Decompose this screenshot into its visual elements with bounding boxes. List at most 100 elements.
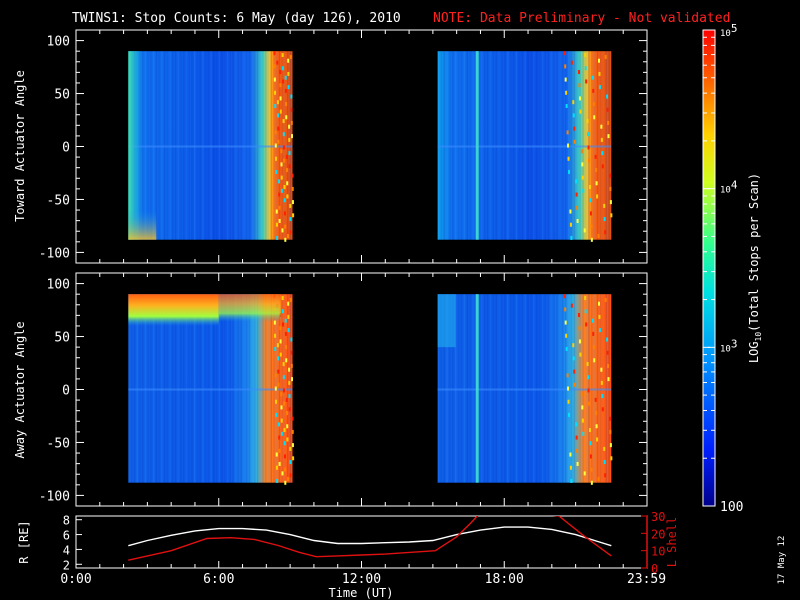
heatmap-stripe bbox=[248, 51, 251, 240]
heatmap-stripe bbox=[232, 294, 234, 483]
heatmap-stripe bbox=[507, 51, 509, 240]
heatmap-stripe bbox=[579, 51, 581, 240]
heatmap-speckle bbox=[607, 363, 610, 368]
heatmap-speckle bbox=[283, 211, 286, 216]
heatmap-stripe bbox=[472, 51, 474, 240]
heatmap-speckle bbox=[277, 382, 280, 387]
heatmap-vertical-streak bbox=[475, 51, 479, 240]
heatmap-speckle bbox=[587, 145, 590, 150]
heatmap-speckle bbox=[282, 388, 285, 393]
heatmap-speckle bbox=[280, 392, 283, 397]
heatmap-stripe bbox=[142, 294, 144, 483]
heatmap-speckle bbox=[572, 100, 575, 105]
heatmap-stripe bbox=[504, 294, 506, 483]
heatmap-speckle bbox=[276, 100, 279, 105]
heatmap-speckle bbox=[275, 452, 278, 457]
heatmap-speckle bbox=[609, 429, 612, 434]
heatmap-speckle bbox=[281, 471, 284, 476]
heatmap-speckle bbox=[287, 314, 290, 319]
xtick-label: 23:59 bbox=[627, 572, 666, 587]
heatmap-speckle bbox=[287, 301, 290, 306]
heatmap-stripe bbox=[270, 294, 272, 483]
heatmap-stripe bbox=[136, 294, 138, 483]
heatmap-speckle bbox=[606, 350, 609, 355]
heatmap-stripe bbox=[188, 51, 190, 240]
heatmap-speckle bbox=[284, 480, 287, 485]
heatmap-speckle bbox=[608, 416, 611, 421]
heatmap-stripe bbox=[582, 51, 584, 240]
heatmap-speckle bbox=[573, 382, 576, 387]
heatmap-speckle bbox=[603, 203, 606, 208]
heatmap-speckle bbox=[273, 320, 276, 325]
heatmap-speckle bbox=[607, 377, 610, 382]
heatmap-stripe bbox=[150, 294, 152, 483]
heatmap-speckle bbox=[580, 149, 583, 154]
heatmap-speckle bbox=[284, 237, 287, 242]
heatmap-speckle bbox=[273, 77, 276, 82]
heatmap-stripe bbox=[553, 51, 555, 240]
heatmap-speckle bbox=[595, 424, 598, 429]
heatmap-speckle bbox=[567, 386, 570, 391]
heatmap-speckle bbox=[283, 441, 286, 446]
toward-axes: -100 -50 0 50 100 bbox=[39, 30, 647, 263]
heatmap-speckle bbox=[588, 428, 591, 433]
heatmap-speckle bbox=[584, 296, 587, 301]
heatmap-speckle bbox=[276, 235, 279, 240]
heatmap-stripe bbox=[174, 51, 177, 240]
heatmap-stripe bbox=[180, 294, 182, 483]
heatmap-stripe bbox=[527, 294, 529, 483]
heatmap-speckle bbox=[566, 373, 569, 378]
heatmap-stripe bbox=[229, 294, 231, 483]
heatmap-speckle bbox=[280, 431, 283, 436]
orbit-ytick-right-label: 20 bbox=[651, 527, 665, 541]
heatmap-speckle bbox=[286, 424, 289, 429]
heatmap-speckle bbox=[583, 471, 586, 476]
heatmap-speckle bbox=[285, 358, 288, 363]
heatmap-stripe bbox=[585, 294, 587, 483]
heatmap-stripe bbox=[259, 51, 262, 240]
heatmap-stripe bbox=[591, 294, 593, 483]
heatmap-speckle bbox=[273, 64, 276, 69]
heatmap-speckle bbox=[563, 51, 566, 56]
heatmap-speckle bbox=[604, 230, 607, 235]
orbit-ytick-right-label: 0 bbox=[651, 562, 658, 576]
heatmap-speckle bbox=[286, 168, 289, 173]
heatmap-speckle bbox=[289, 217, 292, 222]
heatmap-stripe bbox=[556, 51, 558, 240]
heatmap-speckle bbox=[281, 296, 284, 301]
heatmap-stripe bbox=[605, 294, 607, 483]
heatmap-speckle bbox=[598, 314, 601, 319]
heatmap-speckle bbox=[290, 134, 293, 139]
heatmap-stripe bbox=[602, 294, 605, 483]
heatmap-speckle bbox=[278, 205, 281, 210]
heatmap-stripe bbox=[501, 51, 503, 240]
heatmap-speckle bbox=[606, 107, 609, 112]
heatmap-block-1 bbox=[437, 294, 612, 483]
heatmap-stripe bbox=[457, 51, 460, 240]
away-bright-band-tail bbox=[218, 294, 281, 322]
heatmap-stripe bbox=[221, 51, 223, 240]
heatmap-speckle bbox=[290, 350, 293, 355]
heatmap-speckle bbox=[289, 54, 292, 59]
heatmap-speckle bbox=[597, 301, 600, 306]
heatmap-stripe bbox=[163, 51, 166, 240]
heatmap-speckle bbox=[570, 235, 573, 240]
heatmap-stripe bbox=[226, 51, 229, 240]
heatmap-speckle bbox=[274, 373, 277, 378]
toward-left-glow bbox=[128, 51, 145, 240]
heatmap-stripe bbox=[593, 294, 596, 483]
preliminary-note: NOTE: Data Preliminary - Not validated bbox=[433, 11, 730, 26]
heatmap-stripe bbox=[131, 294, 133, 483]
heatmap-speckle bbox=[274, 386, 277, 391]
heatmap-speckle bbox=[603, 446, 606, 451]
heatmap-stripe bbox=[188, 294, 190, 483]
heatmap-stripe bbox=[158, 294, 160, 483]
heatmap-speckle bbox=[292, 213, 295, 218]
heatmap-stripe bbox=[180, 51, 182, 240]
heatmap-stripe bbox=[521, 294, 524, 483]
heatmap-speckle bbox=[584, 66, 587, 71]
heatmap-speckle bbox=[592, 102, 595, 107]
heatmap-speckle bbox=[282, 375, 285, 380]
heatmap-speckle bbox=[278, 461, 281, 466]
colorbar: 105 104 103 100 LOG10(Total Stops per Scan) bbox=[702, 22, 763, 515]
